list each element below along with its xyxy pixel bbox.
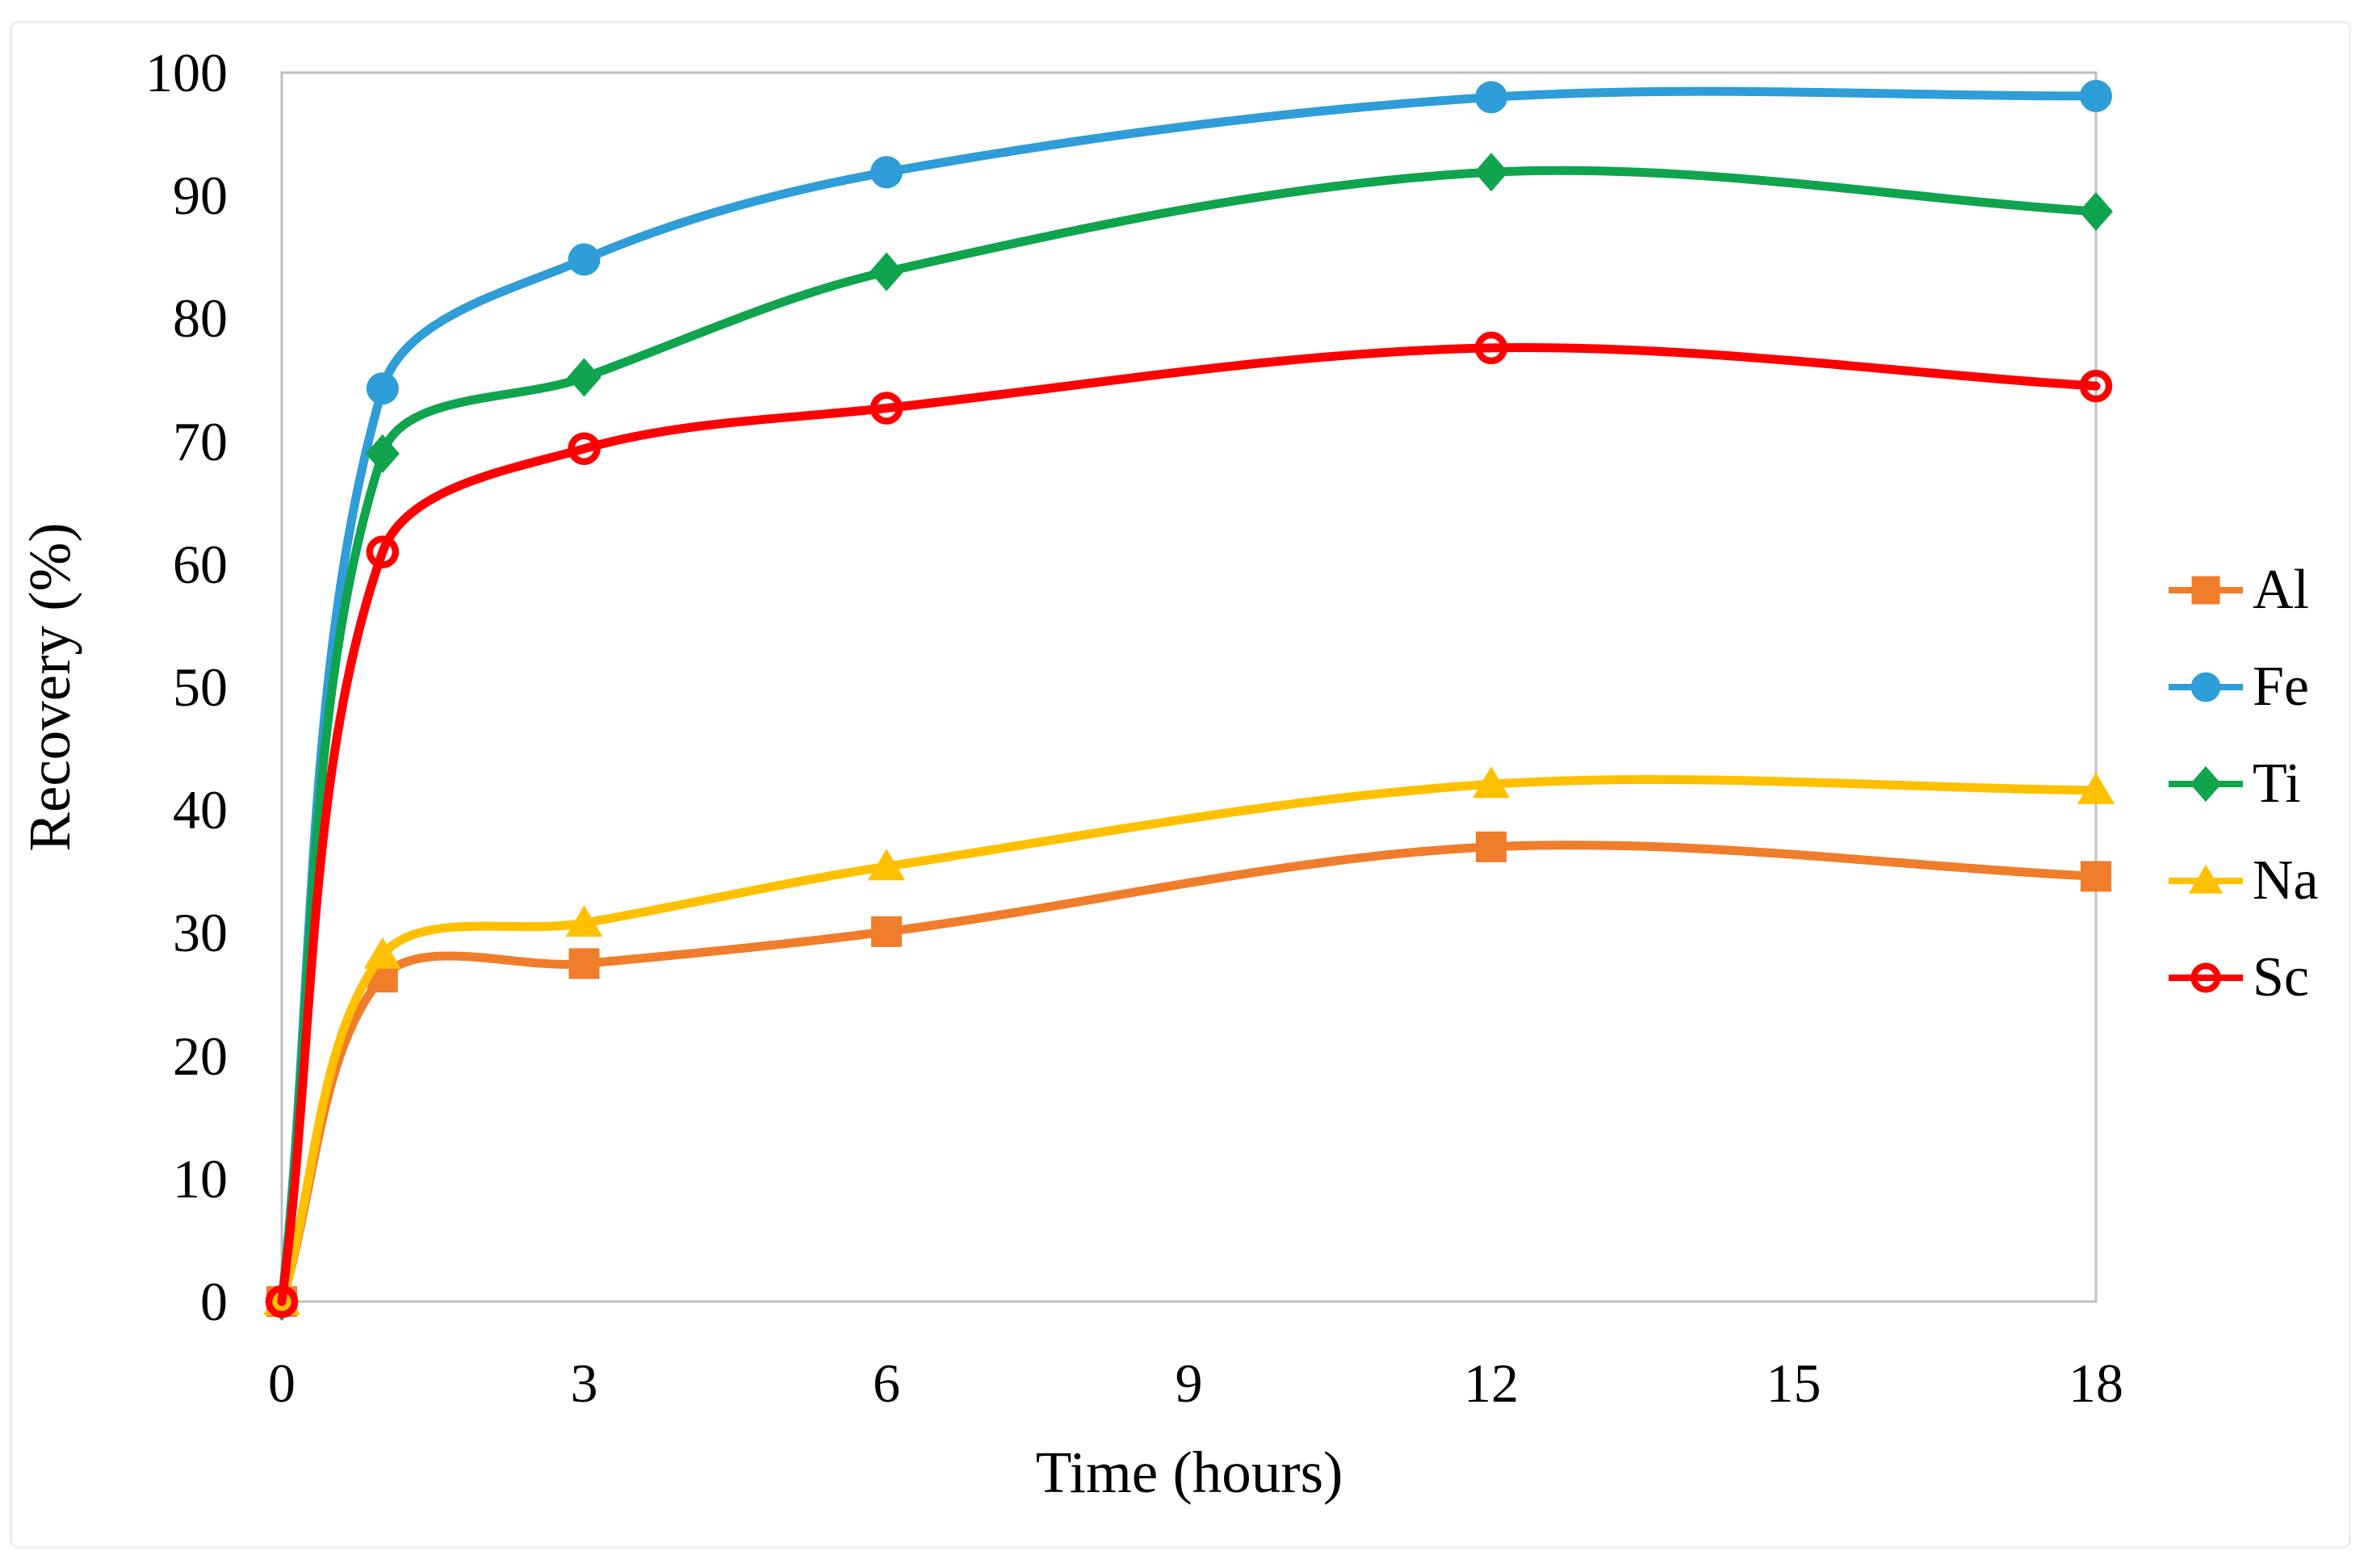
x-tick-label-0: 0 [268, 1352, 296, 1414]
x-axis-title: Time (hours) [1035, 1440, 1343, 1505]
y-tick-label-60: 60 [173, 533, 228, 595]
series-sc [265, 331, 2113, 1319]
legend-sc-swatch [2169, 962, 2243, 993]
x-tick-label-15: 15 [1766, 1352, 1821, 1414]
legend-na-swatch [2169, 864, 2243, 894]
series-al-line [277, 841, 2101, 1306]
fe-circle-marker-icon [2167, 661, 2245, 713]
series-sc-line [277, 343, 2101, 1306]
y-tick-label-0: 0 [200, 1271, 228, 1332]
ti-data-point-marker [2079, 191, 2113, 231]
y-tick-label-30: 30 [173, 902, 228, 964]
ti-diamond-marker-icon [2167, 758, 2245, 810]
fe-data-point-marker [366, 372, 399, 405]
x-tick-label-6: 6 [873, 1352, 900, 1414]
na-data-point-marker [565, 905, 603, 937]
fe-data-point-marker [1475, 81, 1507, 114]
sc-data-point-marker [366, 535, 400, 568]
ti-data-point-marker [1474, 153, 1508, 192]
legend-item-al: Al [2167, 542, 2309, 639]
legend-fe-swatch [2169, 672, 2243, 702]
legend-label-al: Al [2253, 559, 2309, 621]
y-tick-label-100: 100 [145, 42, 228, 103]
na-data-point-marker [1473, 766, 1510, 799]
legend-item-fe: Fe [2167, 639, 2309, 736]
legend-item-ti: Ti [2167, 736, 2301, 832]
sc-data-point-marker [265, 1285, 299, 1319]
al-data-point-marker [871, 916, 902, 947]
y-tick-label-70: 70 [173, 410, 228, 472]
ti-data-point-marker [365, 434, 400, 473]
ti-legend-marker-icon [2190, 765, 2222, 803]
x-tick-label-18: 18 [2068, 1352, 2123, 1414]
series-al [266, 831, 2111, 1317]
sc-data-point-marker [1474, 331, 1508, 365]
legend-ti-swatch [2169, 765, 2243, 803]
y-tick-label-20: 20 [173, 1025, 228, 1087]
fe-data-point-marker [870, 156, 903, 189]
fe-data-point-marker [568, 243, 601, 276]
x-tick-label-9: 9 [1175, 1352, 1203, 1414]
sc-open-circle-marker-icon [2167, 952, 2245, 1004]
x-tick-label-12: 12 [1464, 1352, 1519, 1414]
al-data-point-marker [568, 948, 600, 979]
series-fe-line [277, 86, 2101, 1306]
na-triangle-marker-icon [2167, 855, 2245, 907]
al-legend-marker-icon [2191, 576, 2220, 605]
series-fe [266, 79, 2112, 1318]
al-data-point-marker [2081, 861, 2111, 892]
legend-item-sc: Sc [2167, 929, 2309, 1026]
legend-item-na: Na [2167, 832, 2319, 929]
legend-label-ti: Ti [2253, 753, 2301, 815]
y-tick-label-80: 80 [173, 287, 228, 350]
series-ti-line [277, 166, 2101, 1306]
al-square-marker-icon [2167, 564, 2245, 616]
series-na [263, 766, 2115, 1315]
legend-al-swatch [2169, 576, 2243, 605]
al-data-point-marker [1476, 831, 1507, 862]
legend-label-fe: Fe [2253, 656, 2309, 718]
na-legend-marker-icon [2188, 864, 2224, 894]
plot-border [280, 71, 2098, 1303]
y-tick-label-40: 40 [173, 779, 228, 841]
ti-data-point-marker [567, 358, 601, 397]
y-tick-label-90: 90 [173, 165, 228, 227]
series-na-line [277, 774, 2101, 1306]
y-tick-label-50: 50 [173, 656, 228, 718]
y-tick-label-10: 10 [173, 1147, 228, 1210]
sc-data-point-marker [2079, 369, 2113, 403]
sc-data-point-marker [870, 392, 903, 425]
na-data-point-marker [363, 937, 401, 969]
y-axis-title: Recovery (%) [17, 522, 82, 852]
ti-data-point-marker [870, 252, 903, 291]
fe-legend-marker-icon [2190, 672, 2221, 702]
sc-data-point-marker [568, 432, 601, 465]
series-ti [265, 153, 2113, 1321]
legend-label-sc: Sc [2253, 946, 2309, 1008]
na-data-point-marker [2077, 772, 2115, 804]
sc-legend-marker-icon [2190, 962, 2221, 993]
fe-data-point-marker [2080, 79, 2112, 112]
x-tick-label-3: 3 [570, 1352, 598, 1414]
na-data-point-marker [868, 849, 905, 881]
legend-label-na: Na [2253, 849, 2319, 912]
